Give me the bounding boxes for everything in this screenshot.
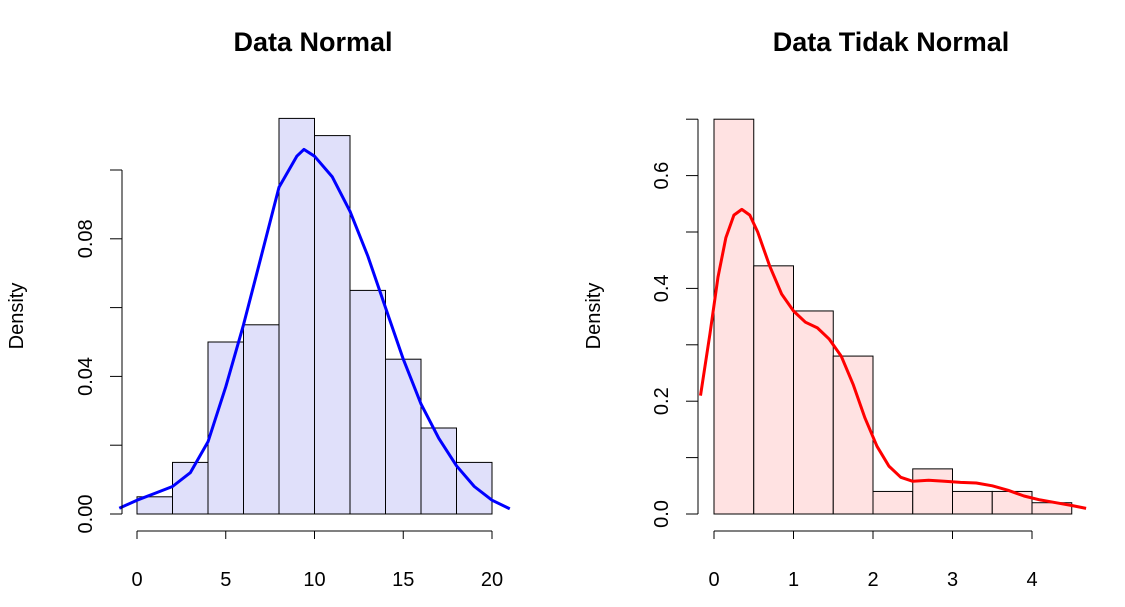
histogram-bar — [314, 135, 351, 515]
x-tick-label: 0 — [131, 569, 142, 591]
x-tick-label: 4 — [1026, 569, 1037, 591]
x-tick-label: 10 — [303, 569, 325, 591]
histogram-bar — [349, 289, 386, 515]
density-curve — [699, 207, 1087, 510]
x-tick-label: 5 — [220, 569, 231, 591]
y-tick-label: 0.00 — [75, 495, 97, 534]
y-tick-label: 0.04 — [75, 357, 97, 396]
y-tick-label: 0.6 — [651, 162, 673, 190]
histogram-bar — [385, 358, 422, 515]
x-tick-label: 15 — [392, 569, 414, 591]
y-tick-label: 0.08 — [75, 219, 97, 258]
y-axis-label: Density — [6, 283, 28, 350]
histogram-bar — [832, 355, 874, 515]
x-tick-label: 20 — [481, 569, 503, 591]
histogram-bar — [713, 118, 755, 515]
y-tick-label: 0.0 — [651, 500, 673, 528]
y-tick-label: 0.2 — [651, 387, 673, 415]
histogram-bar — [952, 490, 993, 515]
chart-title: Data Normal — [233, 27, 392, 57]
panel-data-normal: Data Normal Density 0 5 10 15 20 0.00 0.04 0.08 — [6, 27, 511, 591]
histogram-bar — [243, 324, 280, 515]
histogram-bar — [872, 490, 914, 515]
panel-data-tidak-normal: Data Tidak Normal Density 0 1 2 3 4 0.0 0.2 0.4… — [583, 27, 1087, 591]
x-tick-label: 3 — [947, 569, 958, 591]
x-tick-label: 0 — [708, 569, 719, 591]
histogram-bar — [420, 427, 457, 515]
x-tick-label: 2 — [867, 569, 878, 591]
histogram-bar — [912, 468, 953, 515]
histogram-bar — [991, 490, 1033, 515]
histogram-bar — [793, 310, 834, 515]
histogram-bar — [753, 265, 794, 515]
y-tick-label: 0.4 — [651, 274, 673, 302]
y-axis-label: Density — [583, 283, 605, 350]
chart-title: Data Tidak Normal — [773, 27, 1010, 57]
density-curve — [118, 147, 511, 511]
histogram-bar — [278, 117, 315, 515]
x-tick-label: 1 — [788, 569, 799, 591]
